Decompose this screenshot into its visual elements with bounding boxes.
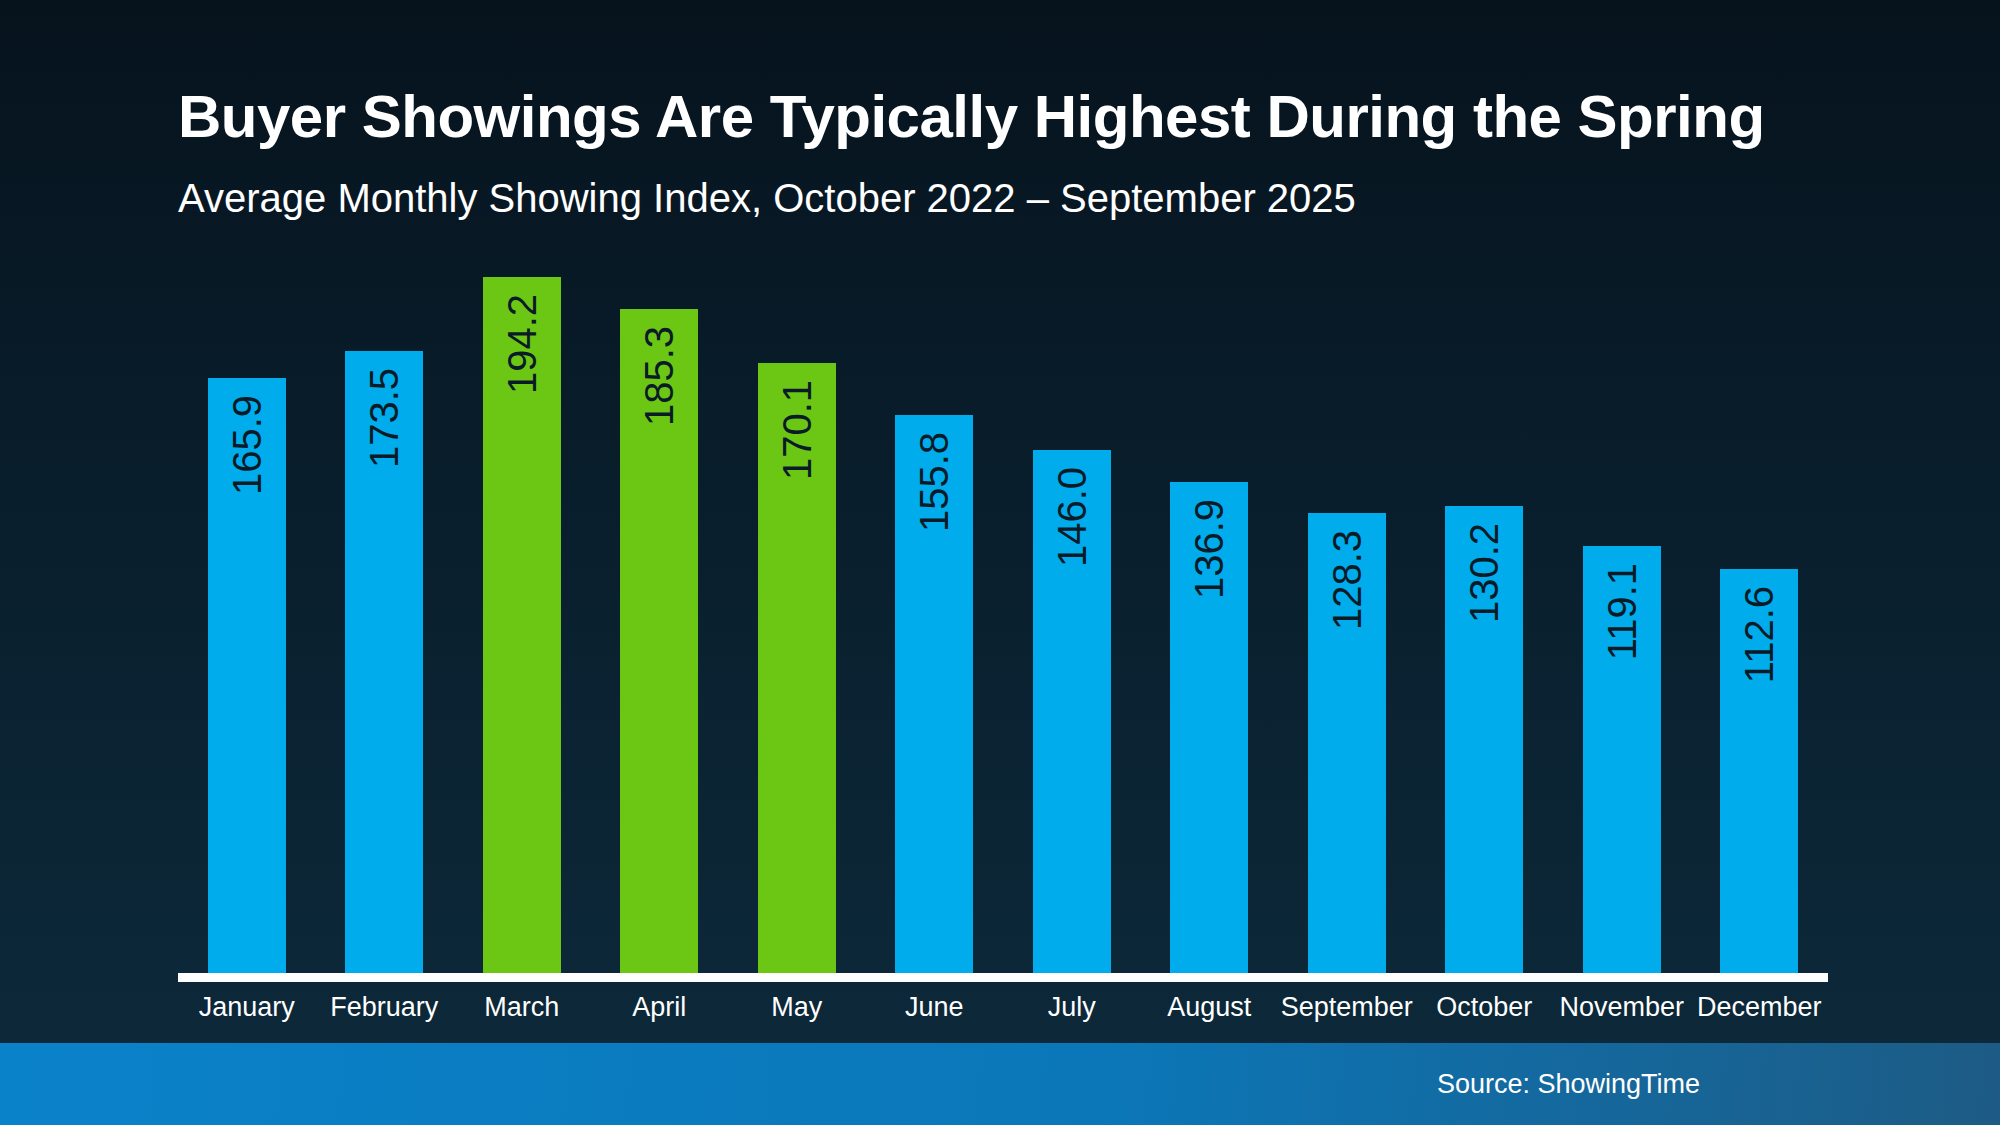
bar-november: 119.1	[1583, 546, 1661, 973]
bar-january: 165.9	[208, 378, 286, 973]
bar-march: 194.2	[483, 277, 561, 973]
bar-september: 128.3	[1308, 513, 1386, 973]
x-axis-label-february: February	[316, 992, 454, 1023]
bar-value-label-july: 146.0	[1049, 467, 1094, 567]
bar-value-label-april: 185.3	[637, 326, 682, 426]
bar-column-june: 155.8	[866, 254, 1004, 973]
plot-area: 165.9 173.5 194.2 185.3 170.1 155.8 146.0 136.9…	[178, 254, 1828, 982]
x-axis-label-october: October	[1416, 992, 1554, 1023]
bar-column-december: 112.6	[1691, 254, 1829, 973]
bar-value-label-november: 119.1	[1599, 563, 1644, 660]
bar-column-september: 128.3	[1278, 254, 1416, 973]
x-axis: JanuaryFebruaryMarchAprilMayJuneJulyAugu…	[178, 992, 1828, 1023]
bar-december: 112.6	[1720, 569, 1798, 973]
footer-bar: Source: ShowingTime	[0, 1043, 2000, 1125]
bar-value-label-june: 155.8	[912, 432, 957, 532]
x-axis-label-june: June	[866, 992, 1004, 1023]
bar-column-july: 146.0	[1003, 254, 1141, 973]
bar-value-label-december: 112.6	[1737, 586, 1782, 683]
bar-june: 155.8	[895, 415, 973, 973]
bar-column-february: 173.5	[316, 254, 454, 973]
bar-august: 136.9	[1170, 482, 1248, 973]
bar-value-label-september: 128.3	[1324, 530, 1369, 630]
x-axis-label-november: November	[1553, 992, 1691, 1023]
chart-subtitle: Average Monthly Showing Index, October 2…	[178, 176, 1356, 221]
bar-july: 146.0	[1033, 450, 1111, 973]
x-axis-label-march: March	[453, 992, 591, 1023]
x-axis-label-july: July	[1003, 992, 1141, 1023]
bar-may: 170.1	[758, 363, 836, 973]
bar-value-label-may: 170.1	[774, 380, 819, 480]
bar-october: 130.2	[1445, 506, 1523, 973]
chart-title: Buyer Showings Are Typically Highest Dur…	[178, 82, 1765, 151]
bar-april: 185.3	[620, 309, 698, 973]
bar-value-label-january: 165.9	[224, 395, 269, 495]
bar-value-label-october: 130.2	[1462, 523, 1507, 623]
x-axis-label-january: January	[178, 992, 316, 1023]
source-attribution: Source: ShowingTime	[1437, 1069, 1700, 1100]
bar-value-label-february: 173.5	[362, 368, 407, 468]
bar-column-november: 119.1	[1553, 254, 1691, 973]
bar-value-label-march: 194.2	[499, 294, 544, 394]
x-axis-label-september: September	[1278, 992, 1416, 1023]
x-axis-label-april: April	[591, 992, 729, 1023]
x-axis-label-may: May	[728, 992, 866, 1023]
bar-february: 173.5	[345, 351, 423, 973]
bar-value-label-august: 136.9	[1187, 499, 1232, 599]
bar-column-october: 130.2	[1416, 254, 1554, 973]
x-axis-label-december: December	[1691, 992, 1829, 1023]
x-axis-label-august: August	[1141, 992, 1279, 1023]
bar-column-march: 194.2	[453, 254, 591, 973]
bar-column-april: 185.3	[591, 254, 729, 973]
bar-column-august: 136.9	[1141, 254, 1279, 973]
bar-column-january: 165.9	[178, 254, 316, 973]
bar-column-may: 170.1	[728, 254, 866, 973]
